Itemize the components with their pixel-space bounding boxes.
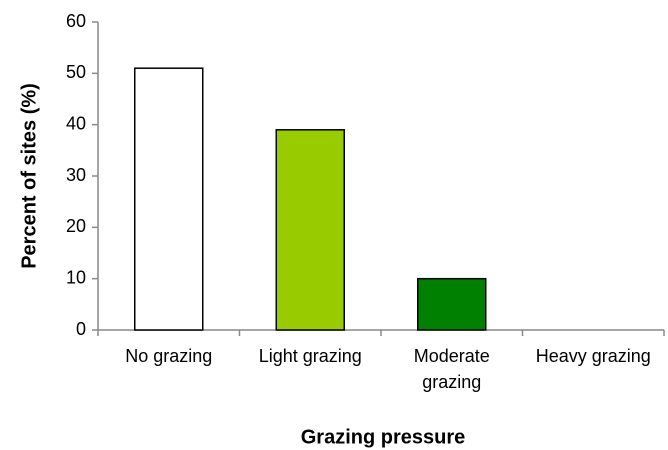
y-tick-label: 30	[66, 165, 86, 185]
bar	[134, 67, 204, 331]
x-tick-label: Heavy grazing	[535, 346, 651, 366]
x-tick-label: Moderate grazing	[413, 346, 490, 392]
x-tick-label: Light grazing	[258, 346, 362, 366]
y-tick-label: 0	[76, 319, 86, 339]
bar	[417, 277, 487, 331]
x-axis-title: Grazing pressure	[301, 426, 466, 448]
y-tick-label: 10	[66, 267, 86, 287]
y-tick-label: 50	[66, 62, 86, 82]
bar	[275, 129, 345, 331]
y-axis-title: Percent of sites (%)	[18, 83, 40, 269]
x-tick-label: No grazing	[125, 346, 213, 366]
y-tick-label: 20	[66, 216, 86, 236]
y-tick-label: 40	[66, 113, 86, 133]
y-tick-label: 60	[66, 11, 86, 31]
